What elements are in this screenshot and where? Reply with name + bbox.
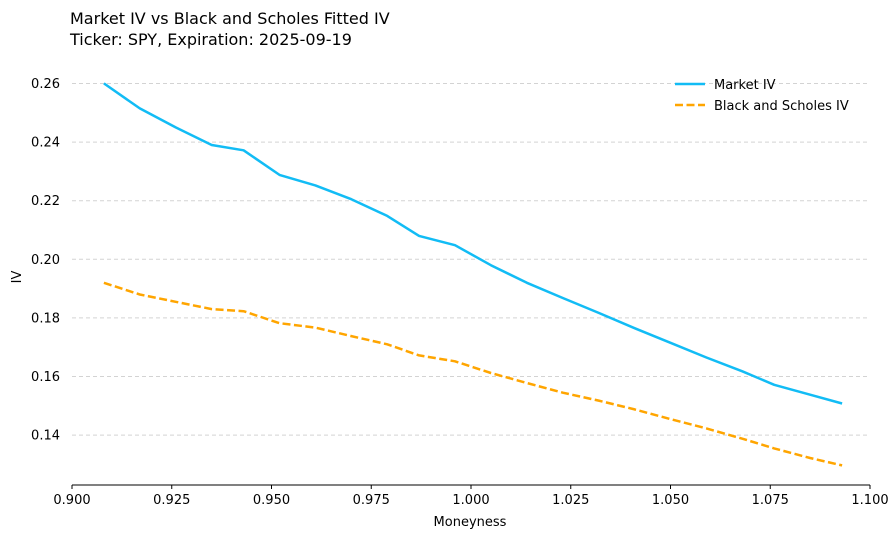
chart-title-block: Market IV vs Black and Scholes Fitted IV… [70,8,390,50]
legend: Market IV Black and Scholes IV [675,78,849,114]
chart-subtitle: Ticker: SPY, Expiration: 2025-09-19 [70,30,352,49]
x-tick-label: 0.950 [253,493,290,508]
y-tick-label: 0.22 [31,194,60,209]
y-tick-label: 0.16 [31,370,60,385]
legend-label-market-iv: Market IV [714,78,776,93]
y-axis-label: IV [10,271,25,284]
y-tick-label: 0.14 [31,429,60,444]
x-ticks: 0.900 0.925 0.950 0.975 1.000 1.025 1.050 1.075… [53,485,889,508]
chart-title: Market IV vs Black and Scholes Fitted IV [70,9,390,28]
series-lines [103,82,843,467]
series-line-1 [103,281,843,467]
x-tick-label: 0.900 [53,493,90,508]
y-tick-label: 0.24 [31,136,60,151]
y-tick-label: 0.18 [31,311,60,326]
y-tick-label: 0.20 [31,253,60,268]
x-tick-label: 1.075 [752,493,789,508]
y-tick-label: 0.26 [31,77,60,92]
x-tick-label: 0.975 [353,493,390,508]
x-axis-label: Moneyness [434,515,507,530]
x-tick-label: 1.000 [452,493,489,508]
x-tick-label: 1.025 [552,493,589,508]
x-tick-label: 1.100 [851,493,888,508]
series-line-0 [103,82,843,405]
x-tick-label: 1.050 [652,493,689,508]
legend-label-bs-iv: Black and Scholes IV [714,99,849,114]
y-ticks: 0.14 0.16 0.18 0.20 0.22 0.24 0.26 [31,77,60,444]
x-tick-label: 0.925 [153,493,190,508]
